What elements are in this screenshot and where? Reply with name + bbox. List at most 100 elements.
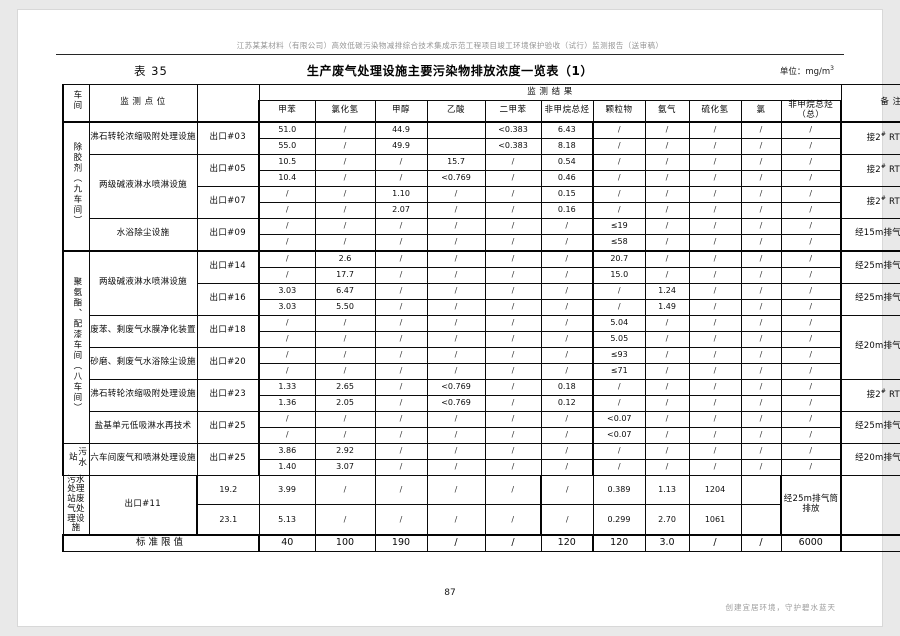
cell-value: / <box>740 458 782 476</box>
cell-value: / <box>426 346 486 364</box>
cell-value: / <box>426 185 486 203</box>
cell-value: / <box>644 201 690 219</box>
cell-value: / <box>644 217 690 235</box>
cell-value: / <box>374 249 428 268</box>
cell-value <box>740 474 782 506</box>
header-pollutant-3: 乙酸 <box>426 99 486 123</box>
cell-value: / <box>426 314 486 332</box>
row-remark: 经20m排气筒排放 <box>840 314 900 380</box>
cell-value: / <box>592 298 646 316</box>
cell-value: 2.07 <box>374 201 428 219</box>
cell-value: / <box>644 410 690 428</box>
limit-value: 100 <box>314 534 376 553</box>
cell-value: 2.92 <box>314 442 376 460</box>
cell-value: / <box>780 121 843 139</box>
cell-value: / <box>426 474 486 506</box>
limit-label: 标准限值 <box>62 534 260 553</box>
cell-value: 1.36 <box>258 394 316 412</box>
header-remark: 备 注 <box>840 83 900 123</box>
cell-value: / <box>740 362 782 380</box>
cell-value: / <box>374 217 428 235</box>
cell-value: / <box>426 458 486 476</box>
row-facility: 六车间废气和喷淋处理设施 <box>88 442 198 476</box>
row-outlet: 出口#14 <box>196 249 260 284</box>
cell-value: 8.18 <box>540 137 594 155</box>
cell-value: / <box>740 298 782 316</box>
cell-value: / <box>484 282 542 300</box>
cell-value: / <box>426 504 486 536</box>
row-facility: 废苯、剩废气水膜净化装置 <box>88 314 198 348</box>
cell-value: / <box>540 217 594 235</box>
row-outlet: 出口#09 <box>196 217 260 252</box>
row-facility: 污水处理站废气处理设施 <box>62 474 90 536</box>
cell-value: / <box>540 266 594 284</box>
header-pollutant-7: 氨气 <box>644 99 690 123</box>
limit-value: 120 <box>592 534 646 553</box>
cell-value: / <box>780 217 843 235</box>
cell-value <box>740 504 782 536</box>
cell-value: / <box>780 137 843 155</box>
row-remark: 经25m排气筒排放 <box>780 474 843 536</box>
cell-value: / <box>644 442 690 460</box>
row-remark: 经25m排气筒排放 <box>840 410 900 444</box>
cell-value: 0.46 <box>540 169 594 187</box>
row-outlet: 出口#25 <box>196 410 260 444</box>
cell-value: / <box>374 458 428 476</box>
cell-value: 2.70 <box>644 504 690 536</box>
cell-value: / <box>644 426 690 444</box>
cell-value: / <box>740 153 782 171</box>
cell-value: / <box>688 314 742 332</box>
limit-value: / <box>688 534 742 553</box>
cell-value: 0.18 <box>540 378 594 396</box>
cell-value: ≤71 <box>592 362 646 380</box>
limit-value: 120 <box>540 534 594 553</box>
row-facility: 两级碱液淋水喷淋设施 <box>88 249 198 316</box>
cell-value: / <box>484 330 542 348</box>
cell-value: / <box>780 410 843 428</box>
cell-value: / <box>258 249 316 268</box>
row-remark: 接2# RTO炉 <box>840 153 900 187</box>
row-outlet: 出口#18 <box>196 314 260 348</box>
header-pollutant-10: 非甲烷总烃（总） <box>780 99 843 123</box>
cell-value: / <box>540 442 594 460</box>
cell-value: / <box>592 201 646 219</box>
cell-value: / <box>426 233 486 252</box>
cell-value: 0.54 <box>540 153 594 171</box>
cell-value: / <box>644 394 690 412</box>
cell-value: / <box>644 169 690 187</box>
cell-value: / <box>314 362 376 380</box>
row-remark: 经25m排气筒排放 <box>840 282 900 316</box>
table-header-row-2: 甲苯 氯化氢 甲醇 乙酸 二甲苯 非甲烷总烃 颗粒物 氨气 硫化氢氯非甲烷总烃（总） <box>63 99 900 123</box>
cell-value: / <box>688 426 742 444</box>
row-outlet: 出口#16 <box>196 282 260 316</box>
header-facility: 监 测 点 位 <box>88 83 198 123</box>
cell-value: / <box>314 201 376 219</box>
table-row: 10.4// <0.769/0.46// / / / <box>63 169 900 187</box>
cell-value: / <box>484 426 542 444</box>
cell-value: 15.7 <box>426 153 486 171</box>
cell-value: / <box>484 362 542 380</box>
header-category: 车间 <box>62 83 90 123</box>
row-facility: 沸石转轮浓缩吸附处理设施 <box>88 378 198 412</box>
cell-value: / <box>780 201 843 219</box>
standard-limit-row: 标准限值 40 100 190//120 120 3.0//6000 <box>62 534 900 553</box>
cell-value: / <box>540 233 594 252</box>
cell-value: / <box>644 249 690 268</box>
cell-value: / <box>484 217 542 235</box>
cell-value: / <box>688 233 742 252</box>
cell-value: / <box>258 201 316 219</box>
cell-value: / <box>426 282 486 300</box>
cell-value: / <box>644 266 690 284</box>
cell-value: / <box>540 314 594 332</box>
cell-value: 0.299 <box>592 504 646 536</box>
cell-value: / <box>314 426 376 444</box>
cell-value: / <box>374 266 428 284</box>
cell-value: <0.769 <box>426 169 486 187</box>
cell-value: / <box>258 266 316 284</box>
cell-value: / <box>314 233 376 252</box>
cell-value: / <box>374 426 428 444</box>
row-outlet: 出口#11 <box>88 474 198 536</box>
cell-value: / <box>644 137 690 155</box>
table-row: 55.0/49.9 <0.383 8.18// / / / <box>63 137 900 155</box>
